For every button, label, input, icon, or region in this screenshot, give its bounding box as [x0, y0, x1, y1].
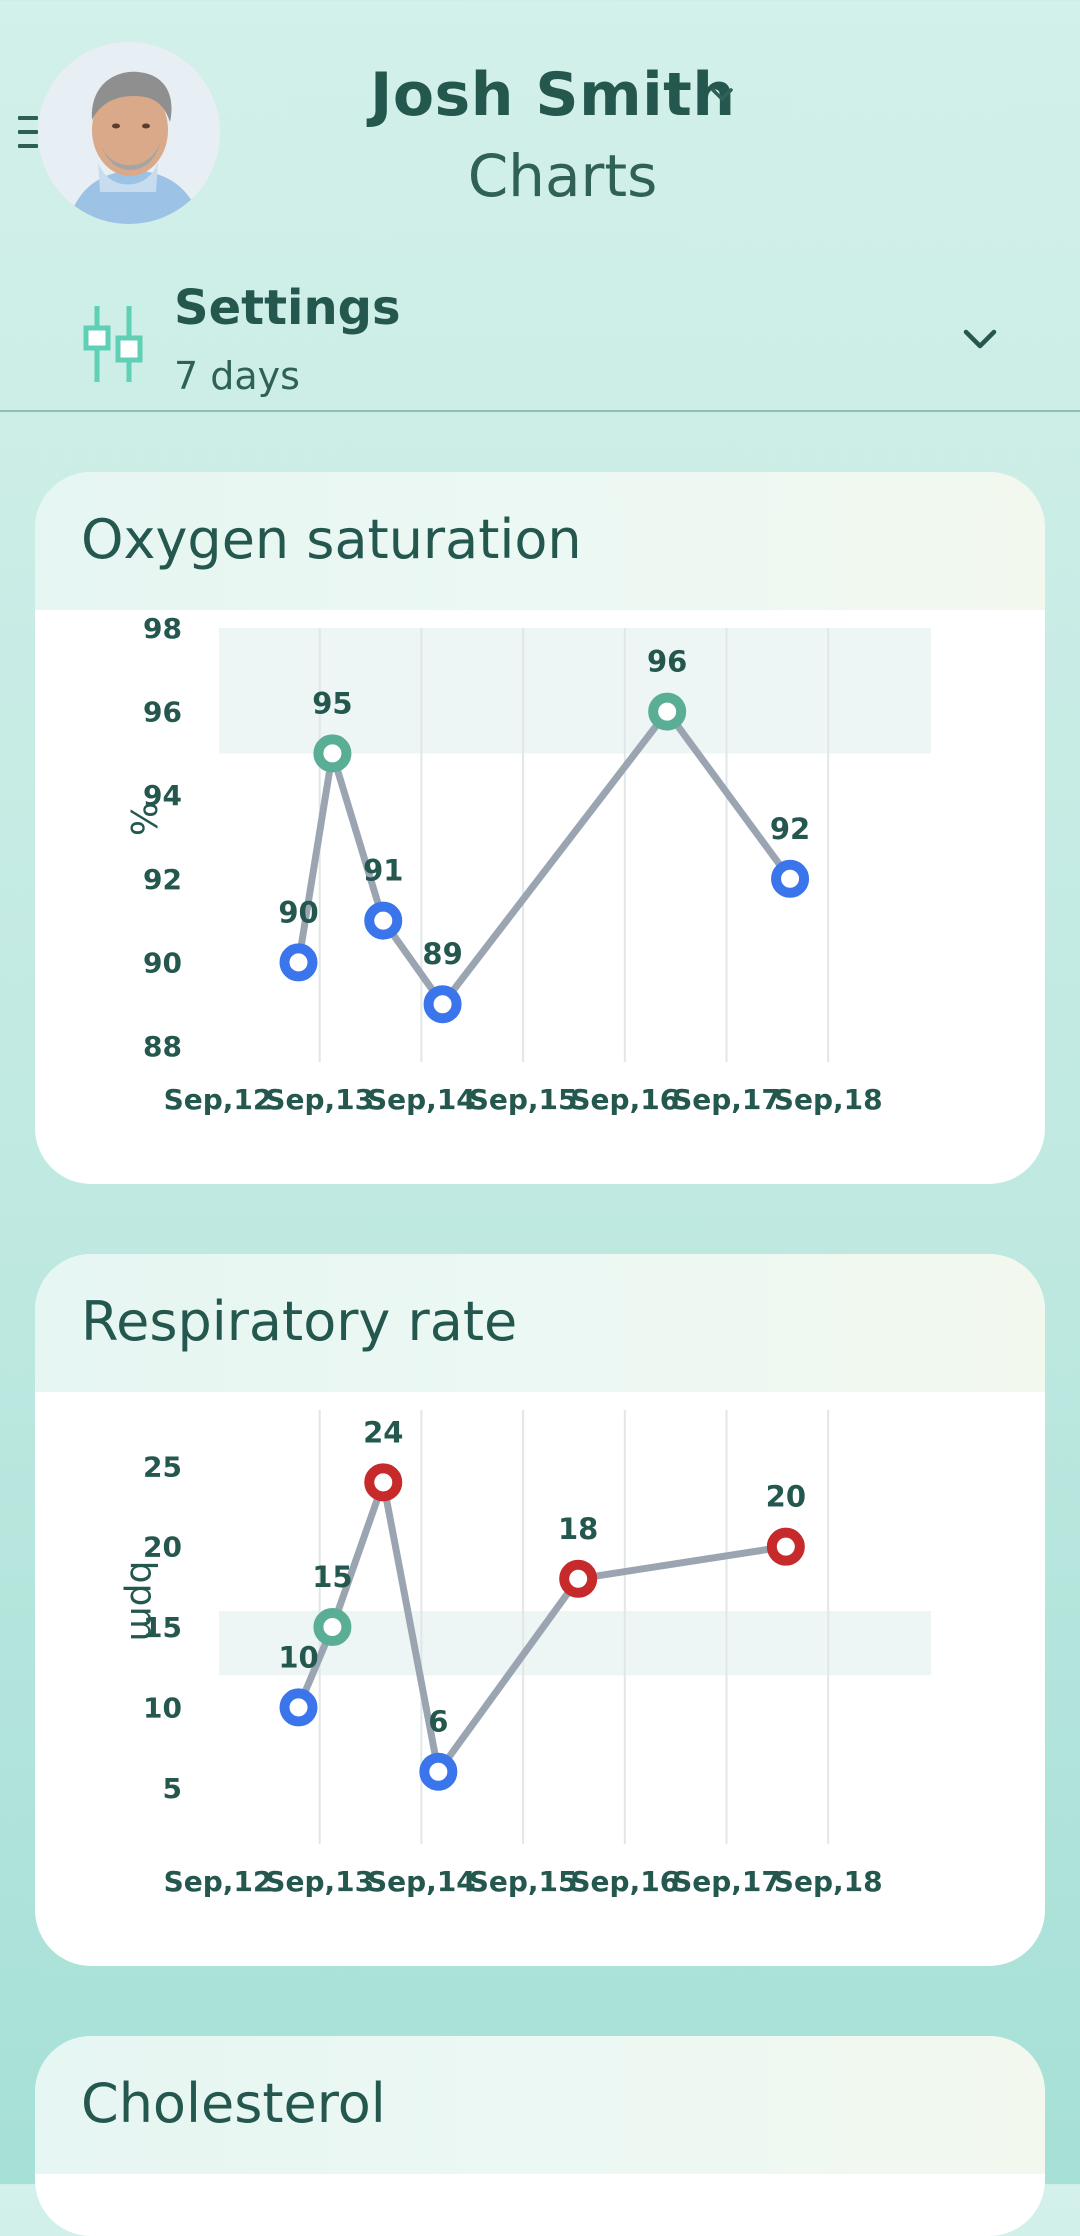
- normal-range-band: [219, 628, 931, 754]
- y-tick-label: 98: [143, 612, 182, 645]
- data-label: 24: [363, 1415, 403, 1449]
- card-title: Oxygen saturation: [81, 508, 582, 571]
- data-point: [279, 943, 318, 982]
- series-line: [295, 708, 794, 1008]
- y-tick-label: 5: [163, 1772, 182, 1805]
- y-tick-label: 15: [143, 1611, 182, 1644]
- data-point: [313, 734, 352, 773]
- avatar-image: [38, 42, 220, 224]
- data-point: [771, 859, 810, 898]
- x-tick-label: Sep,15: [469, 1083, 578, 1116]
- x-tick-label: Sep,12: [164, 1083, 273, 1116]
- settings-sliders-icon: [83, 306, 143, 382]
- data-point: [766, 1527, 805, 1566]
- x-tick-label: Sep,15: [469, 1865, 578, 1898]
- y-tick-label: 94: [143, 779, 182, 812]
- page-title: Charts: [467, 142, 658, 210]
- menu-icon[interactable]: [18, 116, 40, 152]
- y-tick-label: 92: [143, 863, 182, 896]
- data-label: 10: [278, 1640, 318, 1674]
- x-tick-label: Sep,17: [672, 1083, 781, 1116]
- x-tick-label: Sep,16: [570, 1083, 679, 1116]
- patient-name[interactable]: Josh Smith: [370, 60, 736, 130]
- card-header: Cholesterol: [35, 2036, 1045, 2174]
- x-tick-label: Sep,18: [774, 1865, 883, 1898]
- y-tick-label: 10: [143, 1691, 182, 1724]
- y-tick-label: 20: [143, 1531, 182, 1564]
- x-tick-label: Sep,14: [367, 1865, 476, 1898]
- data-label: 6: [428, 1705, 448, 1739]
- data-point: [364, 901, 403, 940]
- card-title: Respiratory rate: [81, 1290, 518, 1353]
- y-axis-label: %: [122, 802, 163, 836]
- data-label: 89: [422, 937, 462, 971]
- oxygen-saturation-card: Oxygen saturation 88 90 92 94 96 98% Sep,12 Sep…: [35, 472, 1045, 1184]
- settings-dropdown[interactable]: Settings 7 days: [0, 270, 1080, 410]
- x-tick-label: Sep,13: [265, 1083, 374, 1116]
- data-label: 90: [278, 895, 318, 929]
- x-tick-label: Sep,14: [367, 1083, 476, 1116]
- respiratory-rate-chart: 510152025bpmSep,12Sep,13Sep,14Sep,15Sep,…: [122, 1410, 931, 1898]
- y-tick-label: 90: [143, 946, 182, 979]
- data-point: [648, 692, 687, 731]
- chevron-down-icon[interactable]: [960, 326, 1000, 352]
- cholesterol-card: Cholesterol: [35, 2036, 1045, 2236]
- data-label: 92: [770, 812, 810, 846]
- avatar[interactable]: [38, 42, 220, 224]
- x-tick-label: Sep,16: [570, 1865, 679, 1898]
- data-point: [364, 1463, 403, 1502]
- data-point: [313, 1608, 352, 1647]
- card-header: Oxygen saturation: [35, 472, 1045, 610]
- data-point: [279, 1688, 318, 1727]
- data-point: [559, 1559, 598, 1598]
- card-title: Cholesterol: [81, 2072, 386, 2135]
- settings-title: Settings: [174, 280, 401, 336]
- x-tick-label: Sep,17: [672, 1865, 781, 1898]
- data-point: [419, 1752, 458, 1791]
- data-label: 91: [363, 854, 403, 888]
- x-tick-label: Sep,18: [774, 1083, 883, 1116]
- data-label: 18: [558, 1512, 598, 1546]
- y-axis-label: bpm: [122, 1561, 163, 1642]
- y-tick-label: 96: [143, 696, 182, 729]
- card-header: Respiratory rate: [35, 1254, 1045, 1392]
- data-label: 96: [647, 645, 687, 679]
- y-tick-label: 88: [143, 1030, 182, 1063]
- data-label: 20: [766, 1480, 806, 1514]
- divider: [0, 410, 1080, 412]
- chevron-down-icon[interactable]: [707, 85, 737, 105]
- respiratory-rate-card: Respiratory rate 5 10 15 20 25 bpm Sep,12 Sep,1…: [35, 1254, 1045, 1966]
- oxygen-saturation-chart: 889092949698%Sep,12Sep,13Sep,14Sep,15Sep…: [122, 612, 931, 1116]
- data-label: 15: [312, 1560, 352, 1594]
- data-point: [423, 985, 462, 1024]
- y-tick-label: 25: [143, 1450, 182, 1483]
- data-label: 95: [312, 686, 352, 720]
- settings-period: 7 days: [174, 354, 300, 398]
- x-tick-label: Sep,13: [265, 1865, 374, 1898]
- x-tick-label: Sep,12: [164, 1865, 273, 1898]
